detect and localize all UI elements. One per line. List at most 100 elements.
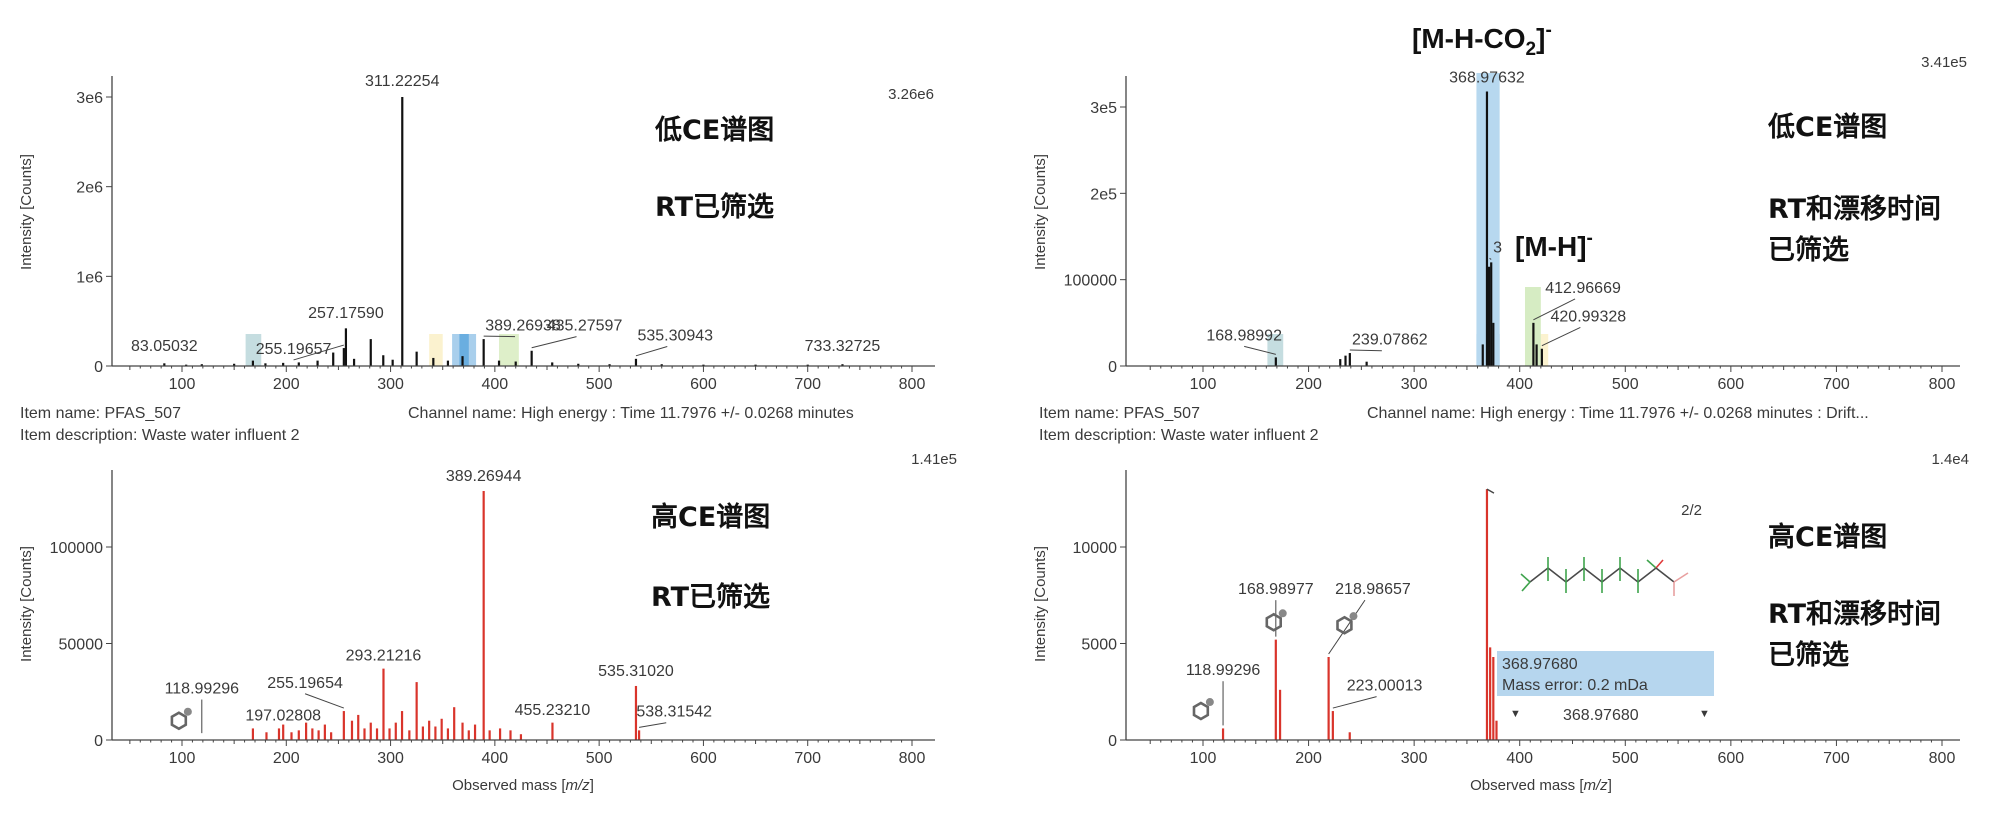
max-intensity-label: 3.41e5 [1921,54,1967,71]
annotation-filter-line2: 已筛选 [1768,639,1849,671]
x-tick-label: 800 [1929,376,1956,393]
peak-label: 535.30943 [637,327,713,344]
peak-label: 420.99328 [1551,308,1627,325]
y-tick-label: 5000 [1081,637,1117,654]
x-tick-label: 600 [690,750,717,767]
tooltip-arrow-right[interactable]: ▼ [1699,708,1710,720]
peak-label: 168.98977 [1238,581,1314,598]
peak-label: 83.05032 [131,338,198,355]
x-tick-label: 600 [1718,376,1745,393]
tooltip-arrow-left[interactable]: ▼ [1510,708,1521,720]
fragment-icon[interactable] [170,707,192,731]
annotation-spectrum-type: 低CE谱图 [654,114,774,146]
label-leader-line [635,346,668,357]
x-axis-title: Observed mass [m/z] [1470,777,1612,794]
label-leader-line [1349,349,1382,352]
x-tick-label: 500 [586,750,613,767]
header-species-label: [M-H-CO2]- [1412,20,1552,60]
fragment-icon-ring [170,711,188,731]
x-tick-label: 200 [1295,750,1322,767]
x-tick-label: 400 [482,750,509,767]
channel-name: Channel name: High energy : Time 11.7976… [408,405,854,422]
x-tick-label: 400 [482,376,509,393]
label-leader-line [531,336,577,349]
fragment-icon[interactable] [1192,698,1214,721]
item-name: Item name: PFAS_507 [20,405,181,422]
x-tick-label: 600 [690,376,717,393]
x-tick-label: 100 [169,750,196,767]
label-leader-line [1489,257,1492,260]
fragment-icon[interactable] [1265,609,1287,632]
fragment-icon[interactable] [1336,612,1358,635]
y-tick-label: 3e5 [1090,100,1117,117]
x-tick-label: 400 [1506,376,1533,393]
tooltip-mass-error: Mass error: 0.2 mDa [1502,677,1648,694]
x-tick-label: 700 [1823,376,1850,393]
label-leader-line [304,693,345,709]
label-leader-line [1244,345,1276,355]
peak-label: 412.96669 [1545,280,1621,297]
high-ce-rt-drift-filtered-panel: 100 200 300 400 500 600 700 800 0 5000 10000 168.98… [1032,451,1969,794]
x-tick-label: 600 [1718,750,1745,767]
page-indicator[interactable]: 2/2 [1681,502,1702,519]
y-axis-title: Intensity [Counts] [1032,154,1049,270]
fragment-icon-dot [183,707,192,716]
fragment-icon-dot [1278,609,1287,618]
y-tick-label: 0 [1108,359,1117,376]
label-leader-line [639,722,667,728]
peak-label: 168.98992 [1206,327,1282,344]
peak-label: 239.07862 [1352,332,1428,349]
x-tick-label: 300 [377,750,404,767]
peak-label: 368.97632 [1449,69,1525,86]
x-tick-label: 300 [377,376,404,393]
y-tick-label: 2e5 [1090,186,1117,203]
x-tick-label: 800 [1929,750,1956,767]
peak-highlight [459,334,469,366]
x-tick-label: 800 [899,750,926,767]
y-tick-label: 0 [94,359,103,376]
tooltip-mass: 368.97680 [1502,656,1578,673]
annotation-spectrum-type: 高CE谱图 [651,501,770,533]
x-tick-label: 200 [273,750,300,767]
y-tick-label: 0 [94,733,103,750]
mass-tooltip[interactable]: 368.97680 Mass error: 0.2 mDa ▼ 368.9768… [1497,651,1714,724]
tooltip-value: 368.97680 [1563,707,1639,724]
x-tick-label: 300 [1401,376,1428,393]
fragment-icon-ring [1336,615,1353,635]
x-tick-label: 100 [169,376,196,393]
y-tick-label: 3e6 [76,90,103,107]
peak-label: 733.32725 [805,338,881,355]
x-tick-label: 700 [1823,750,1850,767]
peak-label: 455.23210 [515,702,591,719]
annotation-spectrum-type: 高CE谱图 [1768,521,1887,553]
label-leader-line [1332,696,1377,709]
annotation-filter-line2: 已筛选 [1768,234,1849,266]
annotation-filter-line1: RT和漂移时间 [1768,599,1941,630]
annotation-filter-line1: RT和漂移时间 [1768,194,1941,225]
x-tick-label: 500 [1612,376,1639,393]
peak-highlight [429,334,443,366]
fragment-icon-dot [1205,698,1214,707]
peak-label: 3 [1493,239,1502,256]
label-leader-line [1533,298,1576,321]
mass-tooltip-box [1497,651,1714,696]
structure-diagram [1520,557,1689,596]
x-tick-label: 700 [794,750,821,767]
x-tick-label: 500 [1612,750,1639,767]
peak-label: 218.98657 [1335,581,1411,598]
x-tick-label: 100 [1190,750,1217,767]
y-tick-label: 1e6 [76,269,103,286]
x-tick-label: 800 [899,376,926,393]
peak-label: 118.99296 [165,681,240,698]
y-tick-label: 2e6 [76,180,103,197]
item-name: Item name: PFAS_507 [1039,405,1200,422]
item-description: Item description: Waste water influent 2 [1039,427,1319,444]
y-tick-label: 50000 [59,637,104,654]
peak-highlight [245,334,262,366]
peak-marker [1486,488,1495,494]
max-intensity-label: 1.41e5 [911,451,957,468]
fragment-icon-ring [1265,612,1282,632]
max-intensity-label: 3.26e6 [888,86,934,103]
y-axis-title: Intensity [Counts] [18,546,35,662]
